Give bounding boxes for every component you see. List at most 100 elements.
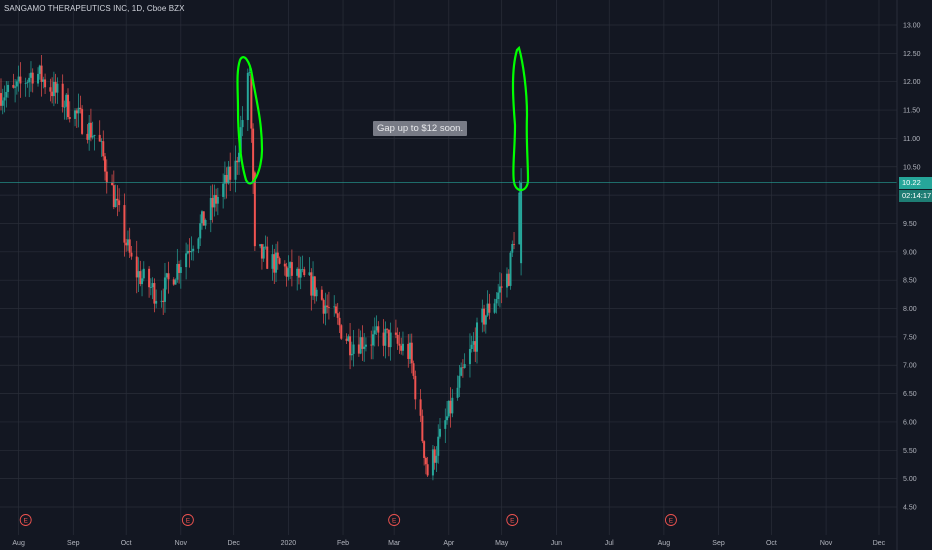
candle	[375, 315, 378, 335]
candle	[74, 108, 77, 127]
candle	[209, 185, 212, 233]
candle	[153, 278, 156, 313]
candle	[412, 360, 415, 380]
candle	[419, 389, 422, 422]
candle	[382, 319, 385, 357]
x-tick-label: Nov	[175, 540, 188, 547]
candle	[227, 160, 230, 185]
candle	[14, 79, 17, 103]
candle	[93, 134, 96, 151]
candle	[215, 188, 218, 212]
candle	[458, 364, 461, 398]
x-tick-label: Dec	[227, 540, 240, 547]
candle	[303, 266, 306, 278]
candle	[476, 317, 479, 364]
y-tick-label: 10.50	[903, 164, 921, 171]
candle	[105, 159, 108, 194]
candle	[186, 244, 189, 255]
candle	[361, 325, 364, 361]
y-tick-label: 12.50	[903, 51, 921, 58]
price-axis[interactable]: 13.0012.5012.0011.5011.0010.5010.009.509…	[896, 0, 921, 550]
candle	[172, 277, 175, 286]
candle	[241, 106, 244, 137]
candle	[468, 333, 471, 378]
x-tick-label: Sep	[712, 540, 725, 547]
x-tick-label: Oct	[766, 540, 777, 547]
candle	[54, 73, 57, 104]
candle	[179, 259, 182, 289]
candle	[472, 332, 475, 352]
candle	[118, 188, 121, 212]
x-tick-label: Aug	[658, 540, 671, 547]
candle	[222, 173, 225, 209]
candle	[211, 184, 214, 223]
earnings-icon[interactable]: E	[506, 514, 519, 526]
candle	[192, 245, 195, 261]
candle	[400, 337, 403, 355]
candle	[178, 260, 181, 284]
candle	[299, 256, 302, 290]
candle	[42, 76, 45, 89]
candle	[474, 327, 477, 363]
candle	[431, 445, 434, 481]
x-tick-label: Oct	[121, 540, 132, 547]
candle	[259, 244, 262, 249]
candle	[111, 174, 114, 186]
candle	[174, 278, 177, 285]
candle	[398, 331, 401, 354]
candle	[481, 299, 484, 333]
y-tick-label: 9.50	[903, 221, 917, 228]
y-tick-label: 13.00	[903, 23, 921, 30]
candle	[460, 362, 463, 377]
candle	[327, 291, 330, 320]
candle	[387, 329, 390, 357]
candle	[518, 180, 521, 245]
candle	[86, 124, 89, 144]
earnings-icon[interactable]: E	[664, 514, 677, 526]
earnings-icon[interactable]: E	[19, 514, 32, 526]
candle	[66, 88, 69, 120]
candle	[75, 108, 78, 128]
candle	[505, 267, 508, 298]
candle	[498, 272, 501, 308]
candles	[0, 55, 523, 481]
candle	[349, 323, 352, 370]
y-tick-label: 7.50	[903, 334, 917, 341]
candle	[271, 244, 274, 281]
candle	[190, 236, 193, 261]
earnings-icon[interactable]: E	[388, 514, 401, 526]
candle	[61, 74, 64, 113]
annotation-note[interactable]: Gap up to $12 soon.	[373, 121, 468, 136]
y-tick-label: 9.00	[903, 249, 917, 256]
candle	[357, 328, 360, 357]
candle	[386, 328, 389, 334]
candle	[334, 303, 337, 315]
candle	[102, 130, 105, 161]
time-axis[interactable]: Aug Sep Oct Nov Dec 2020 Feb Mar Apr May Jun Jul Aug…	[12, 540, 885, 547]
candle	[500, 273, 503, 304]
candle	[26, 79, 29, 88]
candle	[38, 64, 41, 80]
candle	[414, 370, 417, 410]
candle	[216, 187, 219, 216]
y-tick-label: 5.50	[903, 448, 917, 455]
candle	[266, 236, 269, 270]
earnings-icon[interactable]: E	[181, 514, 194, 526]
candle	[167, 261, 170, 294]
candle	[126, 230, 129, 251]
candle	[135, 240, 138, 294]
candle	[51, 77, 54, 104]
y-tick-label: 7.00	[903, 363, 917, 370]
candle	[364, 337, 367, 352]
candle	[394, 319, 397, 339]
candle	[290, 249, 293, 287]
candle	[409, 333, 412, 364]
candle	[336, 302, 339, 325]
x-tick-label: 2020	[281, 540, 297, 547]
candle	[320, 286, 323, 301]
candle	[488, 293, 491, 320]
candle	[461, 359, 464, 378]
x-tick-label: May	[495, 540, 509, 547]
y-tick-label: 12.00	[903, 79, 921, 86]
